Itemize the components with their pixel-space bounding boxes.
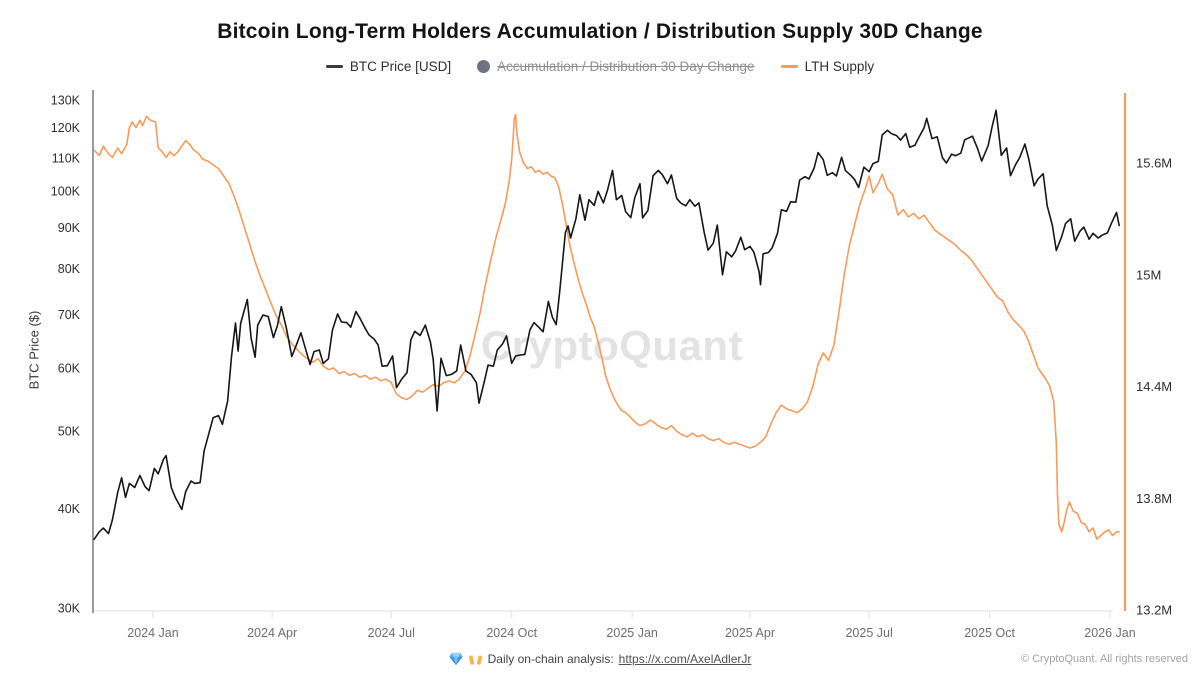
left-tick-label: 60K [58,361,81,375]
btc-price-dash-icon [325,65,343,68]
x-tick-label: 2025 Apr [725,626,775,640]
gem-icon [449,652,463,666]
legend-item-btc-price[interactable]: BTC Price [USD] [325,59,452,74]
btc-price-usd--line [93,109,1120,541]
left-tick-label: 80K [58,262,81,276]
x-tick-label: 2024 Jul [368,626,415,640]
right-tick-label: 15.6M [1136,156,1172,171]
right-tick-label: 13.2M [1136,603,1172,618]
left-tick-label: 130K [51,94,81,108]
x-tick-label: 2024 Oct [486,626,537,640]
x-tick-label: 2025 Jan [606,626,657,640]
cryptoquant-watermark: CryptoQuant [480,322,744,369]
left-tick-label: 50K [58,425,81,439]
copyright: © CryptoQuant. All rights reserved [1020,653,1188,665]
author-link[interactable]: https://x.com/AxelAdlerJr [618,652,752,666]
left-tick-label: 120K [51,121,81,135]
right-tick-label: 15M [1136,267,1161,282]
lth-supply-line [93,113,1120,540]
left-tick-label: 100K [51,184,81,198]
right-tick-label: 14.4M [1136,379,1172,394]
left-tick-label: 30K [58,602,81,616]
legend: BTC Price [USD] Accumulation / Distribut… [0,59,1200,74]
page-title: Bitcoin Long-Term Holders Accumulation /… [217,20,983,43]
x-tick-label: 2024 Jan [127,626,178,640]
right-tick-label: 13.8M [1136,491,1172,506]
raised-hands-icon [468,655,482,665]
x-tick-label: 2025 Oct [964,626,1015,640]
legend-item-lth-supply[interactable]: LTH Supply [780,59,875,74]
legend-label-btc-price: BTC Price [USD] [349,59,452,74]
x-tick-label: 2025 Jul [845,626,892,640]
left-tick-label: 90K [58,221,81,235]
left-tick-label: 110K [52,151,81,165]
legend-item-accumulation-distribution[interactable]: Accumulation / Distribution 30 Day Chang… [477,59,755,74]
legend-label-lth-supply: LTH Supply [804,59,875,74]
footer-note-text: Daily on-chain analysis: [487,652,614,666]
x-tick-label: 2024 Apr [247,626,297,640]
left-tick-label: 70K [58,308,81,322]
footer-note: Daily on-chain analysis: https://x.com/A… [0,652,1200,666]
x-tick-label: 2026 Jan [1084,626,1135,640]
left-tick-label: 40K [58,502,81,516]
legend-label-accumulation-distribution: Accumulation / Distribution 30 Day Chang… [497,59,755,74]
lth-supply-dash-icon [780,65,798,68]
accumulation-distribution-circle-icon [477,60,491,73]
